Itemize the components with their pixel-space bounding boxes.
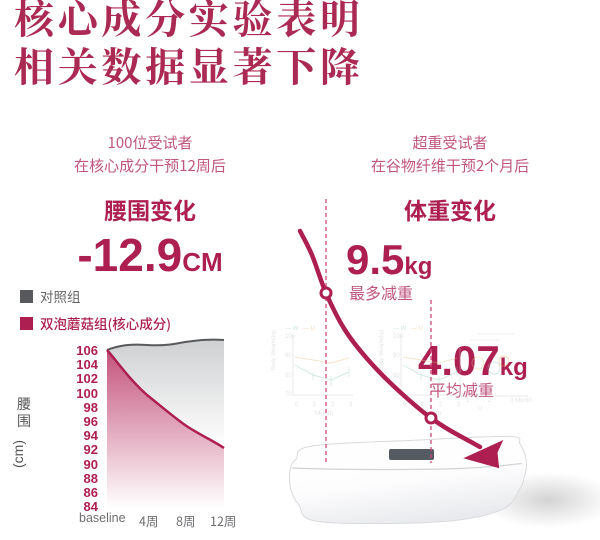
- svg-text:70: 70: [285, 392, 292, 398]
- svg-text:80: 80: [285, 373, 292, 379]
- svg-text:1: 1: [466, 398, 470, 404]
- svg-text:100: 100: [285, 334, 296, 340]
- svg-text:U: U: [478, 406, 482, 412]
- svg-text:1: 1: [313, 402, 317, 408]
- svg-text:— U: — U: [303, 326, 315, 332]
- svg-text:0: 0: [295, 402, 299, 408]
- svg-text:2: 2: [488, 398, 492, 404]
- svg-text:3: 3: [349, 402, 353, 408]
- svg-text:Body Weight(kg): Body Weight(kg): [271, 329, 277, 370]
- svg-text:2: 2: [331, 402, 335, 408]
- svg-text:— W: — W: [285, 326, 299, 332]
- svg-text:Month: Month: [315, 410, 333, 417]
- svg-text:3 Month: 3 Month: [510, 398, 532, 404]
- svg-text:90: 90: [285, 353, 292, 359]
